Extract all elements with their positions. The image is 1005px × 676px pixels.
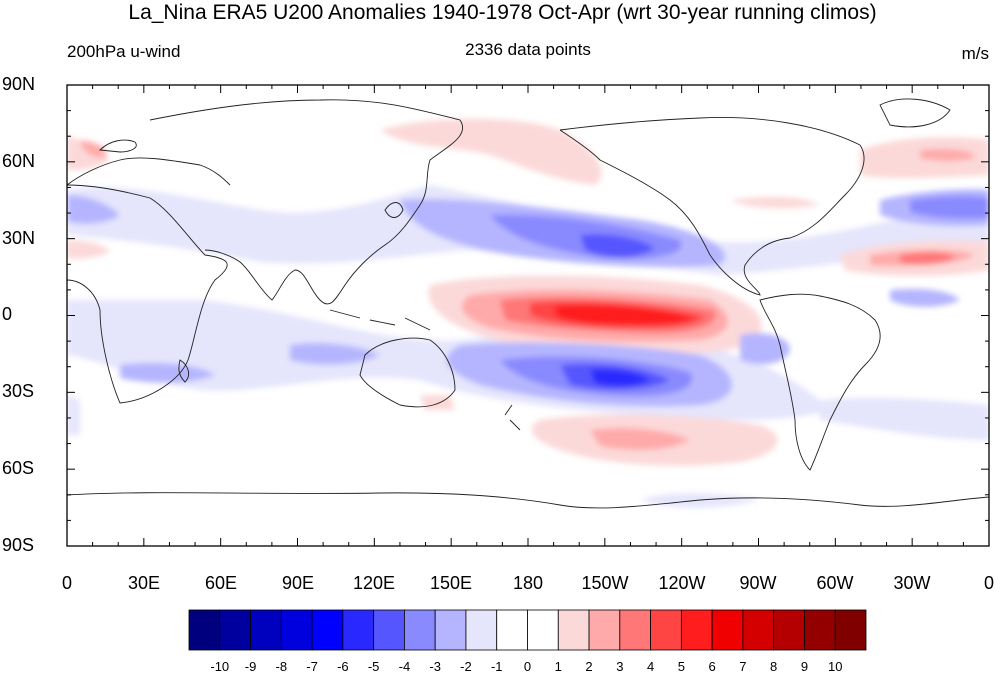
colorbar-label: -6 xyxy=(337,659,349,674)
colorbar-swatch xyxy=(219,609,251,651)
colorbar-swatch xyxy=(465,609,498,651)
colorbar-label: -10 xyxy=(210,659,230,674)
colorbar-label: 6 xyxy=(708,659,716,674)
data-points-label: 2336 data points xyxy=(465,40,591,59)
colorbar-swatch xyxy=(250,609,282,651)
colorbar-swatch xyxy=(680,609,713,651)
lon-label: 90E xyxy=(281,573,315,593)
colorbar-swatch xyxy=(373,609,405,651)
lat-label-30s: 30S xyxy=(2,381,35,401)
lon-label: 150E xyxy=(429,573,473,593)
anomaly-field xyxy=(67,85,989,546)
colorbar-swatch xyxy=(619,609,651,651)
colorbar-swatch xyxy=(557,609,590,651)
lon-label: 30W xyxy=(893,573,931,593)
colorbar-swatch xyxy=(280,609,313,651)
colorbar-swatch xyxy=(434,609,467,651)
colorbar-label: 0 xyxy=(523,659,532,674)
colorbar-label: 5 xyxy=(677,659,685,674)
colorbar-label: 10 xyxy=(827,659,843,674)
colorbar-swatch xyxy=(404,609,436,651)
lat-label-30n: 30N xyxy=(2,228,36,248)
colorbar-label: -7 xyxy=(306,659,318,674)
lon-label: 0 xyxy=(983,573,994,593)
lon-label: 0 xyxy=(61,573,72,593)
colorbar-swatch xyxy=(711,609,744,651)
variable-label: 200hPa u-wind xyxy=(67,42,181,61)
colorbar-swatch xyxy=(188,609,221,651)
colorbar-label: 3 xyxy=(616,659,624,674)
colorbar-label: -2 xyxy=(460,659,472,674)
colorbar-label: -9 xyxy=(244,659,257,674)
colorbar-label: 1 xyxy=(554,659,562,674)
lat-label-equator: 0 xyxy=(2,304,13,324)
lon-label: 150W xyxy=(581,573,629,593)
lat-label-90s: 90S xyxy=(2,535,35,555)
map-title: La_Nina ERA5 U200 Anomalies 1940-1978 Oc… xyxy=(128,1,877,24)
colorbar-swatch xyxy=(342,609,375,651)
colorbar-swatch xyxy=(650,609,682,651)
lon-label: 60E xyxy=(204,573,238,593)
colorbar-swatch xyxy=(834,609,867,651)
colorbar-label: -4 xyxy=(398,659,411,674)
colorbar-label: -8 xyxy=(275,659,288,674)
colorbar-label: -3 xyxy=(429,659,441,674)
colorbar-label: -1 xyxy=(490,659,503,674)
colorbar-label: 8 xyxy=(770,659,778,674)
axis-ticks xyxy=(66,84,990,547)
colorbar-label: 7 xyxy=(739,659,747,674)
colorbar-label: -5 xyxy=(367,659,380,674)
units-label: m/s xyxy=(961,44,989,63)
colorbar-swatch xyxy=(804,609,836,651)
colorbar-swatch xyxy=(773,609,805,651)
colorbar-swatch xyxy=(742,609,775,651)
lat-label-90n: 90N xyxy=(2,74,36,94)
colorbar-label: 4 xyxy=(646,659,655,674)
colorbar-swatch xyxy=(496,609,528,651)
lon-label: 120W xyxy=(658,573,706,593)
colorbar xyxy=(188,609,867,651)
coastlines xyxy=(67,98,989,509)
lat-label-60n: 60N xyxy=(2,151,36,171)
lat-label-60s: 60S xyxy=(2,458,35,478)
lon-label: 60W xyxy=(816,573,854,593)
lon-label: 90W xyxy=(739,573,777,593)
lon-label: 120E xyxy=(352,573,396,593)
colorbar-swatch xyxy=(311,609,344,651)
lon-label: 180 xyxy=(512,573,544,593)
colorbar-label: 9 xyxy=(800,659,809,674)
colorbar-swatch xyxy=(588,609,621,651)
colorbar-swatch xyxy=(527,609,559,651)
colorbar-label: 2 xyxy=(585,659,593,674)
lon-label: 30E xyxy=(127,573,161,593)
